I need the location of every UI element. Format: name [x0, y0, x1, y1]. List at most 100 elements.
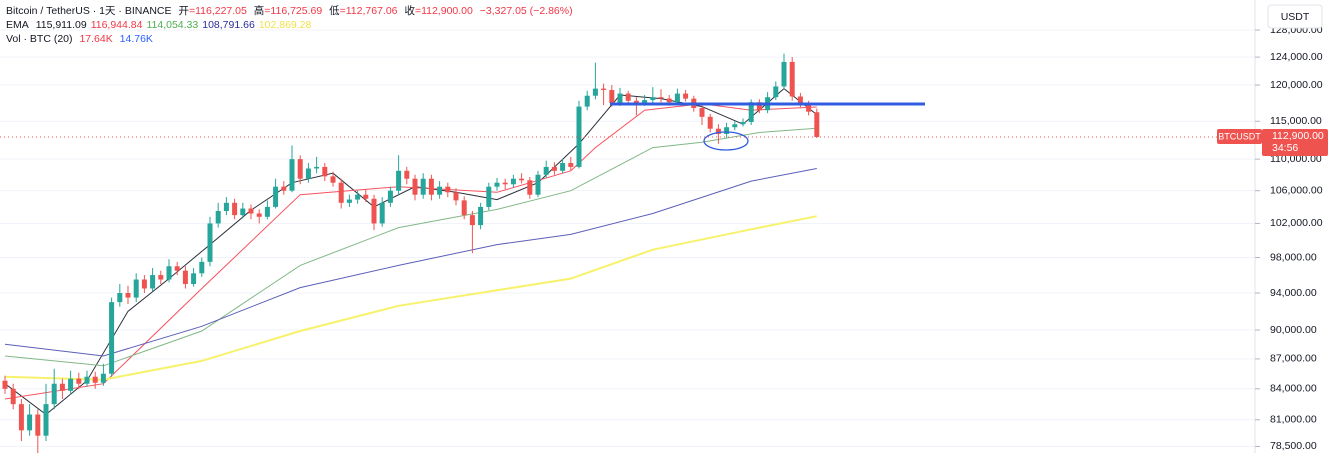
- candle-body: [543, 166, 549, 175]
- vol-value: 17.64K: [79, 33, 113, 45]
- legend-row: Vol · BTC (20) 17.64K 14.76K: [6, 32, 577, 46]
- candle-body: [486, 186, 492, 207]
- legend: Bitcoin / TetherUS · 1天 · BINANCE 开=116,…: [6, 4, 577, 46]
- y-ticks: 78,500.00 81,000.00 84,000.00 87,000.00 90,0…: [1255, 24, 1323, 452]
- candle-body: [576, 106, 582, 167]
- symbol-tag-box: [1217, 128, 1262, 144]
- candle-body: [100, 373, 106, 383]
- candle-body: [519, 178, 525, 181]
- ema-lines: [4, 87, 818, 416]
- candle-body: [92, 376, 98, 383]
- candle-body: [773, 86, 779, 98]
- candle-body: [625, 93, 631, 101]
- candle-body: [76, 378, 82, 384]
- candle-body: [666, 98, 672, 103]
- candle-body: [18, 404, 24, 431]
- ema-line: [4, 215, 817, 381]
- symbol-tag: BTCUSDT: [1218, 131, 1261, 141]
- candle-body: [510, 178, 516, 185]
- candle-body: [469, 215, 475, 226]
- candle-body: [502, 182, 508, 185]
- candle-body: [59, 383, 65, 391]
- candle-body: [527, 180, 533, 195]
- field-value: =116,725.69: [264, 5, 323, 17]
- candle-body: [297, 159, 303, 179]
- y-tick-label: 120,000.00: [1270, 79, 1323, 91]
- candle-body: [174, 266, 180, 271]
- y-tick-label: 78,500.00: [1270, 440, 1317, 452]
- candle-body: [27, 414, 33, 431]
- candle-body: [535, 174, 541, 195]
- candle-body: [215, 211, 221, 224]
- drawn-ellipse: [703, 131, 749, 151]
- field-value: =112,900.00: [414, 5, 473, 17]
- candle-body: [223, 202, 229, 212]
- candle-body: [109, 302, 115, 374]
- candle-body: [51, 383, 57, 405]
- candle-body: [2, 380, 8, 389]
- candle-body: [478, 206, 484, 226]
- candle-body: [551, 166, 557, 171]
- candle-body: [166, 266, 172, 280]
- y-tick-label: 94,000.00: [1270, 287, 1317, 299]
- candle-body: [379, 202, 385, 224]
- candle-body: [338, 182, 344, 203]
- candle-body: [141, 279, 147, 289]
- y-tick-label: 115,000.00: [1270, 115, 1322, 127]
- ema-value: 108,791.66: [202, 19, 255, 31]
- candle-body: [748, 102, 754, 123]
- candle-body: [404, 170, 410, 179]
- candle-body: [371, 198, 377, 224]
- candle-body: [674, 93, 680, 103]
- candle-body: [43, 404, 49, 436]
- last-price: 112,900.00: [1272, 130, 1324, 142]
- ema-label: EMA: [6, 19, 29, 31]
- candle-body: [601, 88, 607, 91]
- ema-line: [4, 168, 817, 357]
- candle-body: [289, 159, 295, 191]
- candle-body: [412, 178, 418, 195]
- ohlc-field: 高=116,725.69: [254, 5, 322, 17]
- candle-body: [68, 378, 74, 391]
- candle-body: [617, 93, 623, 103]
- ema-value: 115,911.09: [35, 19, 87, 31]
- field-label: 低: [329, 5, 340, 17]
- candle-body: [560, 163, 566, 171]
- y-tick-label: 106,000.00: [1270, 184, 1323, 196]
- candle-body: [273, 186, 279, 207]
- candle-body: [199, 261, 205, 274]
- candle-body: [699, 108, 705, 117]
- grid: [0, 29, 1255, 447]
- candle-body: [420, 178, 426, 195]
- candle-body: [568, 163, 574, 167]
- change: −3,327.05 (−2.86%): [479, 5, 573, 17]
- currency: USDT: [1281, 11, 1310, 23]
- y-tick-label: 102,000.00: [1270, 217, 1323, 229]
- candles: [2, 53, 820, 453]
- candle-body: [133, 279, 139, 298]
- vol-label: Vol · BTC (20): [6, 33, 73, 45]
- candle-body: [182, 270, 188, 284]
- price-axis: [1255, 0, 1330, 453]
- candle-body: [592, 88, 598, 96]
- candle-body: [314, 166, 320, 169]
- field-value: =116,227.05: [188, 5, 247, 17]
- candle-body: [158, 275, 164, 280]
- candle-body: [658, 97, 664, 99]
- y-tick-label: 84,000.00: [1270, 383, 1317, 395]
- candle-body: [264, 206, 270, 217]
- field-label: 开: [178, 5, 189, 17]
- legend-row: Bitcoin / TetherUS · 1天 · BINANCE 开=116,…: [6, 4, 577, 18]
- candle-body: [756, 102, 762, 111]
- y-tick-label: 98,000.00: [1270, 251, 1317, 263]
- candle-body: [437, 186, 443, 195]
- candle-body: [453, 192, 459, 201]
- field-label: 收: [404, 5, 415, 17]
- candle-body: [584, 95, 590, 107]
- candle-body: [445, 186, 451, 193]
- candle-body: [683, 93, 689, 99]
- candle-body: [355, 194, 361, 200]
- candle-body: [650, 97, 656, 101]
- currency-box[interactable]: [1267, 4, 1323, 29]
